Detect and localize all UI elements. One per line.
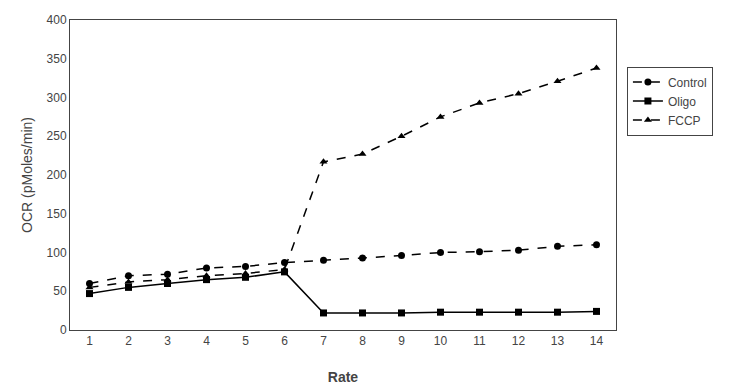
svg-text:10: 10	[434, 334, 448, 348]
svg-text:11: 11	[473, 334, 486, 348]
svg-text:7: 7	[320, 334, 327, 348]
svg-text:3: 3	[164, 334, 171, 348]
svg-text:1: 1	[86, 334, 93, 348]
svg-text:4: 4	[203, 334, 210, 348]
svg-text:2: 2	[125, 334, 132, 348]
svg-text:200: 200	[47, 168, 67, 182]
svg-text:8: 8	[359, 334, 366, 348]
svg-text:250: 250	[47, 129, 67, 143]
svg-text:300: 300	[47, 91, 67, 105]
svg-text:Rate: Rate	[328, 369, 359, 385]
svg-text:150: 150	[47, 207, 67, 221]
svg-text:350: 350	[47, 52, 67, 66]
svg-text:100: 100	[47, 246, 67, 260]
svg-text:FCCP: FCCP	[668, 114, 701, 128]
svg-text:5: 5	[242, 334, 249, 348]
svg-text:14: 14	[590, 334, 604, 348]
svg-text:400: 400	[47, 13, 67, 27]
svg-text:OCR (pMoles/min): OCR (pMoles/min)	[19, 117, 35, 233]
svg-text:12: 12	[512, 334, 526, 348]
svg-text:0: 0	[60, 323, 67, 337]
svg-text:Control: Control	[668, 76, 707, 90]
svg-text:Oligo: Oligo	[668, 95, 696, 109]
svg-text:9: 9	[398, 334, 405, 348]
svg-text:13: 13	[551, 334, 565, 348]
svg-text:6: 6	[281, 334, 288, 348]
svg-text:50: 50	[53, 284, 67, 298]
